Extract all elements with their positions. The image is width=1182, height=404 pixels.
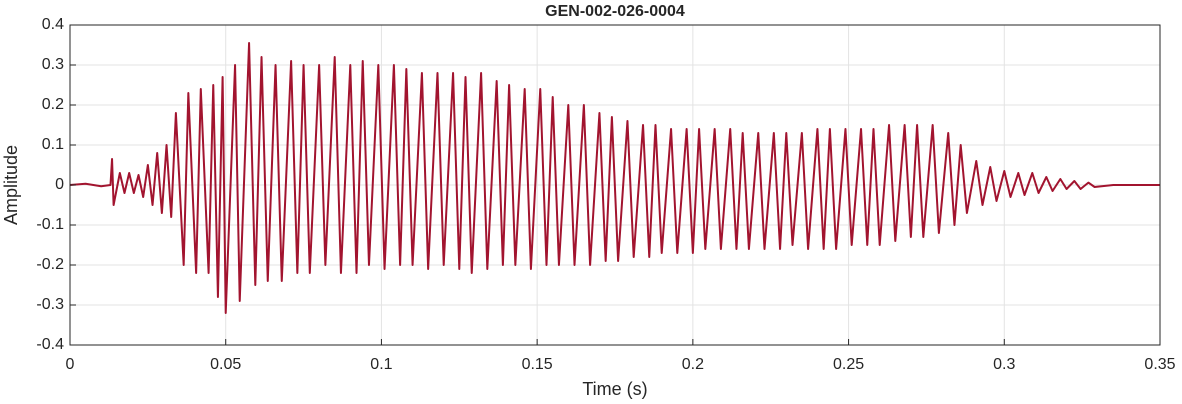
- chart-title: GEN-002-026-0004: [545, 3, 685, 20]
- x-tick-label: 0.35: [1144, 356, 1175, 373]
- y-tick-label: 0.1: [42, 136, 64, 153]
- x-tick-label: 0: [66, 356, 75, 373]
- x-tick-label: 0.15: [522, 356, 553, 373]
- x-tick-label: 0.25: [833, 356, 864, 373]
- y-tick-label: 0: [55, 176, 64, 193]
- x-tick-label: 0.05: [210, 356, 241, 373]
- x-tick-label: 0.1: [370, 356, 392, 373]
- y-tick-label: 0.4: [42, 16, 64, 33]
- y-tick-label: 0.2: [42, 96, 64, 113]
- y-tick-label: -0.4: [36, 336, 64, 353]
- y-tick-label: -0.1: [36, 216, 64, 233]
- x-tick-label: 0.3: [993, 356, 1015, 373]
- plot: [69, 42, 1160, 314]
- x-axis-label: Time (s): [582, 379, 647, 399]
- y-tick-label: 0.3: [42, 56, 64, 73]
- x-tick-label: 0.2: [682, 356, 704, 373]
- y-tick-label: -0.2: [36, 256, 64, 273]
- y-tick-label: -0.3: [36, 296, 64, 313]
- waveform: [69, 42, 1160, 314]
- y-axis-label: Amplitude: [1, 145, 21, 225]
